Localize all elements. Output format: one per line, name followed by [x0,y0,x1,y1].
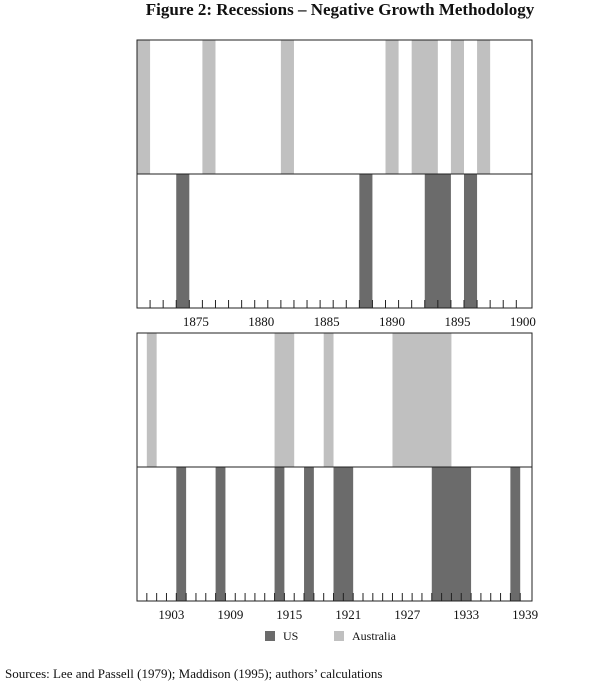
legend-label: US [283,629,298,643]
recession-bar [392,333,452,467]
x-tick-label: 1880 [248,314,274,329]
recession-bar [424,174,451,308]
x-tick-label: 1921 [335,607,361,622]
recession-bar [304,467,314,601]
recession-bar [215,467,226,601]
recession-bar [280,40,294,174]
legend-label: Australia [352,629,397,643]
recession-bar [510,467,521,601]
recession-bar [137,40,151,174]
chart-title: Figure 2: Recessions – Negative Growth M… [146,0,535,19]
recession-bar [274,467,285,601]
recession-bar [385,40,399,174]
recession-bar [463,174,478,308]
x-tick-label: 1890 [379,314,405,329]
recession-bar [333,467,354,601]
x-tick-label: 1933 [453,607,479,622]
x-tick-label: 1939 [512,607,538,622]
recession-bar [359,174,373,308]
x-tick-label: 1927 [394,607,421,622]
x-tick-label: 1915 [276,607,302,622]
recession-bar [323,333,334,467]
recession-bar [477,40,491,174]
recession-bar [431,467,472,601]
x-tick-label: 1909 [217,607,243,622]
x-tick-label: 1900 [510,314,536,329]
recession-bar [450,40,464,174]
legend-swatch [334,631,344,641]
recession-bar [176,467,187,601]
recession-bar [176,174,190,308]
recession-bar [274,333,295,467]
x-tick-label: 1903 [158,607,184,622]
x-tick-label: 1895 [444,314,470,329]
recession-bar [146,333,157,467]
x-tick-label: 1885 [314,314,340,329]
x-tick-label: 1875 [183,314,209,329]
source-note: Sources: Lee and Passell (1979); Maddiso… [5,666,382,681]
legend-swatch [265,631,275,641]
recession-bar [411,40,438,174]
recession-bar [202,40,216,174]
